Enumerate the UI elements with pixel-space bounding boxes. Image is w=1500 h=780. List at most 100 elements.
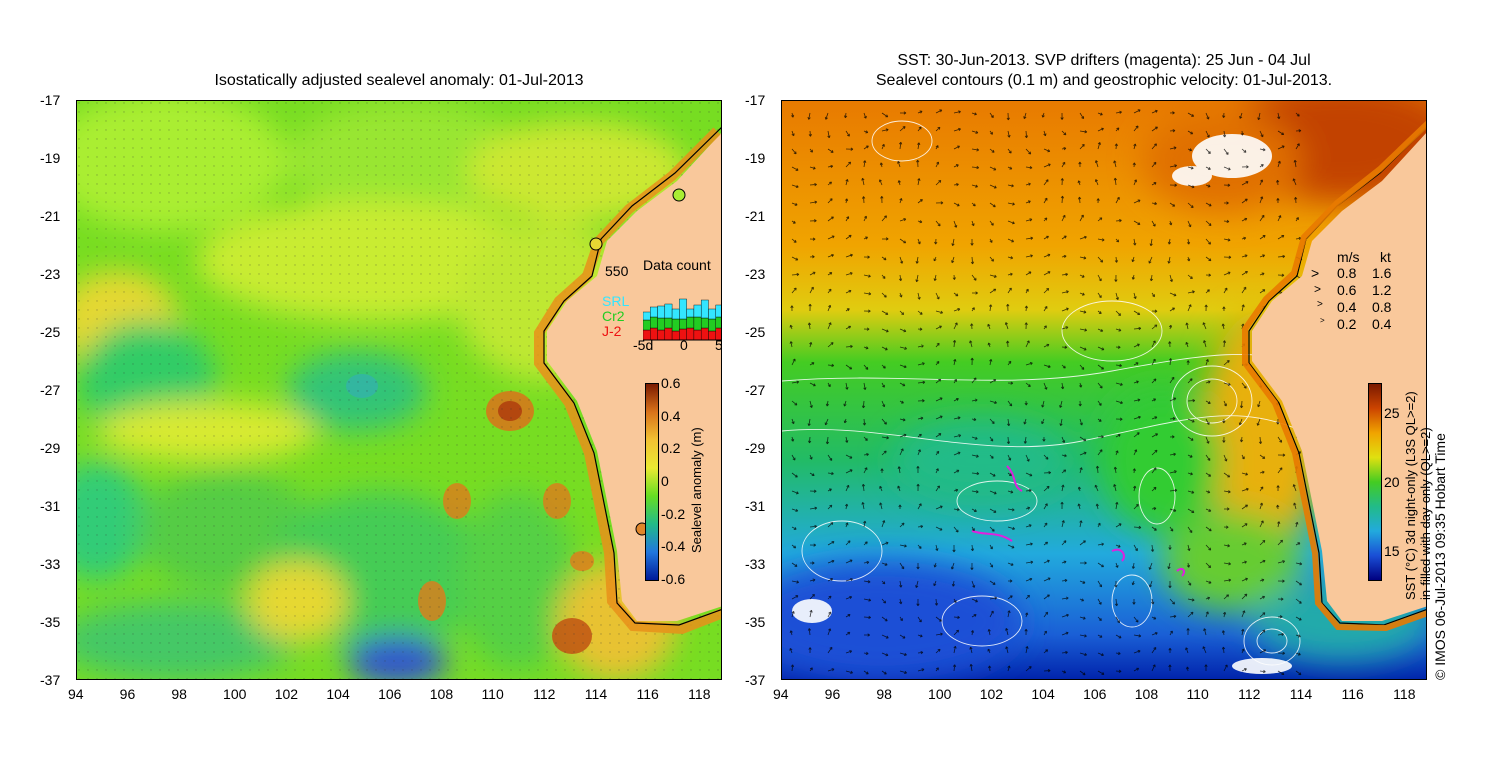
velocity-arrow <box>845 631 851 636</box>
velocity-arrow <box>971 417 977 422</box>
velocity-arrow <box>933 580 937 587</box>
velocity-arrow <box>1061 670 1067 674</box>
velocity-arrow <box>1222 611 1227 618</box>
velocity-arrow <box>1151 161 1157 168</box>
velocity-arrow <box>1061 254 1067 259</box>
velocity-arrow <box>845 484 850 492</box>
velocity-arrow <box>1115 669 1122 673</box>
velocity-arrow <box>989 184 997 189</box>
velocity-arrow <box>1115 634 1122 639</box>
velocity-arrow <box>1257 112 1261 121</box>
velocity-arrow <box>1095 465 1100 474</box>
velocity-arrow <box>1222 112 1226 118</box>
velocity-arrow <box>935 145 939 150</box>
velocity-arrow <box>845 382 849 390</box>
velocity-arrow <box>827 646 833 654</box>
velocity-arrow <box>1169 435 1175 439</box>
velocity-arrow <box>1187 290 1195 294</box>
velocity-arrow <box>1115 382 1123 386</box>
velocity-arrow <box>809 237 816 241</box>
right-ytick-label: -23 <box>745 266 766 282</box>
histogram-bar <box>708 318 716 332</box>
velocity-arrow <box>1168 580 1172 589</box>
velocity-arrow <box>1223 148 1229 155</box>
velocity-arrow <box>1205 148 1211 154</box>
velocity-arrow <box>1205 526 1212 532</box>
velocity-arrow <box>1186 562 1191 568</box>
velocity-arrow <box>1133 667 1140 672</box>
velocity-arrow <box>1115 434 1121 438</box>
right-xtick-label: 114 <box>1289 686 1313 702</box>
velocity-arrow <box>807 112 811 120</box>
velocity-arrow <box>791 287 797 294</box>
velocity-arrow <box>917 142 921 150</box>
velocity-arrow <box>935 292 940 300</box>
velocity-arrow <box>1025 506 1031 510</box>
velocity-arrow <box>1061 307 1069 312</box>
velocity-arrow <box>1006 436 1011 445</box>
velocity-arrow <box>1061 130 1067 136</box>
velocity-arrow <box>917 650 924 655</box>
left-xtick-label: 112 <box>533 686 556 702</box>
right-xtick-label: 116 <box>1341 686 1364 702</box>
velocity-arrow <box>952 664 957 672</box>
velocity-arrow <box>917 634 923 638</box>
velocity-arrow <box>1115 450 1119 456</box>
velocity-arrow <box>1259 454 1266 459</box>
velocity-arrow <box>1205 418 1210 425</box>
velocity-arrow <box>791 490 799 495</box>
velocity-arrow <box>1007 220 1015 225</box>
velocity-arrow <box>1007 256 1014 260</box>
velocity-arrow <box>1061 364 1066 369</box>
velocity-arrow <box>952 544 956 553</box>
velocity-arrow <box>791 544 797 549</box>
velocity-arrow <box>971 614 977 618</box>
velocity-arrow <box>1133 125 1139 132</box>
velocity-arrow <box>1007 400 1013 407</box>
velocity-arrow <box>1043 503 1048 510</box>
velocity-arrow <box>1223 472 1231 478</box>
velocity-arrow <box>1025 646 1029 654</box>
velocity-arrow <box>1151 109 1158 114</box>
inset-xtick-neg5: -5d <box>633 337 654 353</box>
right-xtick-label: 102 <box>979 686 1004 702</box>
inset-title: Data count <box>643 257 711 273</box>
velocity-arrow <box>1006 340 1010 348</box>
velocity-arrow <box>807 418 811 427</box>
velocity-arrow <box>897 485 901 492</box>
velocity-arrow <box>1238 418 1243 426</box>
velocity-arrow <box>1295 542 1301 546</box>
velocity-arrow <box>1148 562 1153 570</box>
velocity-arrow <box>1241 577 1248 582</box>
velocity-arrow <box>863 452 869 457</box>
velocity-arrow <box>988 665 992 672</box>
velocity-arrow <box>1115 292 1119 301</box>
velocity-arrow <box>917 380 926 384</box>
velocity-arrow <box>1114 580 1118 588</box>
velocity-arrow <box>971 526 975 532</box>
velocity-arrow <box>1259 130 1264 138</box>
velocity-arrow <box>1060 195 1065 204</box>
speed-legend-ms-value: 0.6 <box>1337 282 1357 298</box>
velocity-arrow <box>1078 161 1082 168</box>
velocity-arrow <box>971 307 975 312</box>
velocity-arrow <box>1025 666 1032 672</box>
velocity-arrow <box>1077 486 1082 492</box>
velocity-arrow <box>1292 178 1297 186</box>
australia-land-sst <box>1252 133 1426 621</box>
velocity-arrow <box>899 580 903 588</box>
velocity-arrow <box>989 220 994 226</box>
velocity-arrow <box>825 436 830 445</box>
velocity-arrow <box>791 526 797 530</box>
velocity-arrow <box>808 130 812 137</box>
velocity-arrow <box>845 308 850 312</box>
velocity-arrow <box>1079 670 1086 676</box>
velocity-arrow <box>1097 400 1102 406</box>
velocity-arrow <box>1168 358 1173 366</box>
velocity-arrow <box>1007 184 1014 188</box>
velocity-arrow <box>1007 544 1015 549</box>
velocity-arrow <box>899 382 906 387</box>
velocity-arrow <box>881 364 886 369</box>
velocity-arrow <box>1241 148 1247 153</box>
velocity-arrow <box>1132 468 1136 474</box>
